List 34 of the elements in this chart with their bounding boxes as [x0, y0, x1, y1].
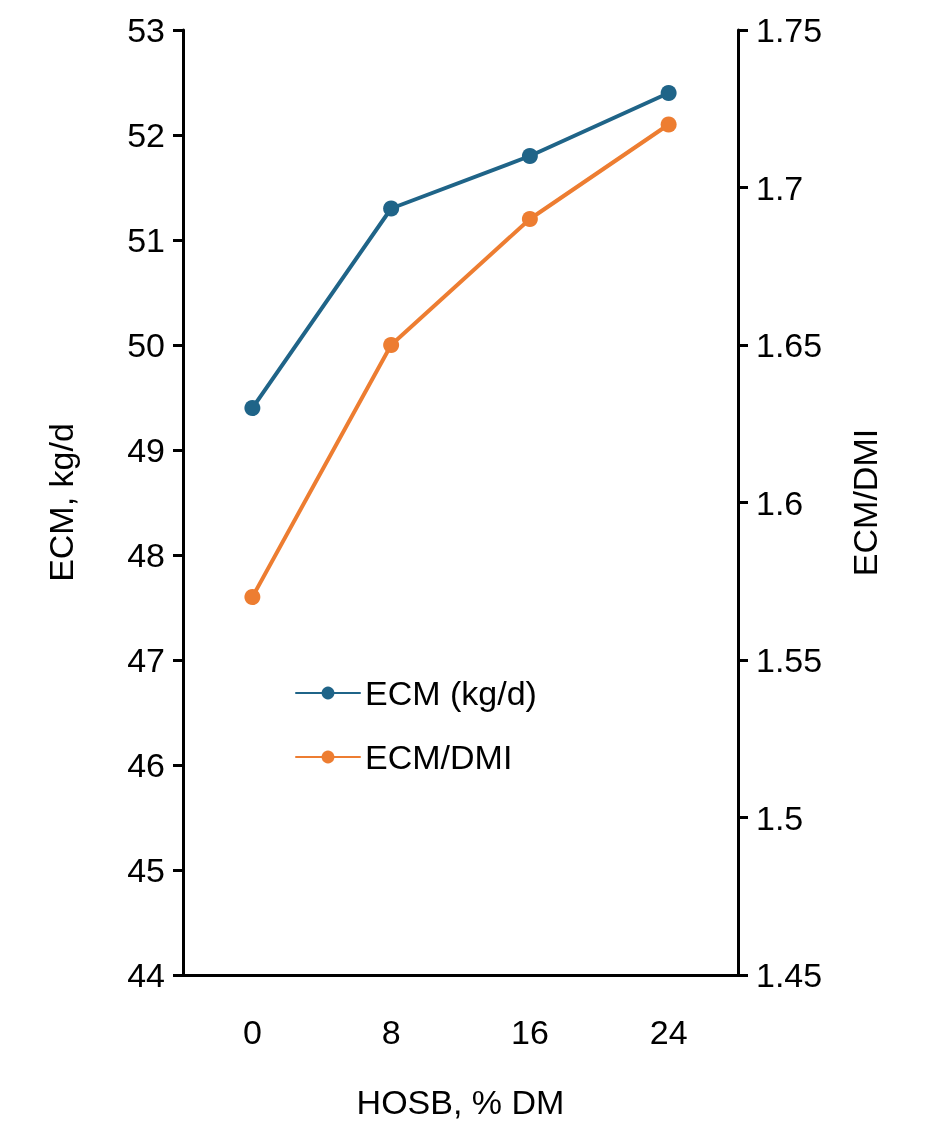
point: [660, 85, 677, 101]
y-tick-label: 46: [127, 746, 165, 784]
x-tick-label: 24: [649, 1013, 688, 1051]
x-axis-title: HOSB, % DM: [356, 1083, 565, 1121]
y2-tick-label: 1.7: [756, 168, 804, 207]
point: [521, 211, 538, 227]
y2-tick-label: 1.65: [756, 326, 823, 364]
point: [383, 337, 400, 353]
y-tick-label: 52: [127, 116, 165, 154]
y-tick-label: 45: [127, 851, 165, 889]
y2-tick-label: 1.45: [756, 956, 823, 994]
y-tick-label: 44: [127, 956, 165, 994]
point: [660, 116, 677, 133]
x-tick-label: 8: [381, 1013, 401, 1051]
point: [521, 148, 538, 164]
point: [383, 200, 400, 217]
x-tick-label: 0: [242, 1013, 262, 1051]
point: [244, 589, 261, 605]
y2-tick-label: 1.6: [756, 483, 804, 522]
y-tick-label: 49: [127, 431, 165, 469]
legend-label: ECM (kg/d): [365, 674, 537, 712]
y-axis-title: ECM, kg/d: [42, 423, 80, 582]
y2-tick-label: 1.5: [756, 798, 804, 837]
y2-tick-label: 1.75: [756, 11, 823, 49]
y2-tick-label: 1.55: [756, 641, 823, 679]
y-tick-label: 50: [127, 326, 165, 364]
legend-label: ECM/DMI: [365, 738, 513, 776]
point: [244, 400, 261, 416]
y-tick-label: 51: [127, 221, 165, 259]
y-tick-label: 47: [127, 641, 165, 679]
y-tick-label: 53: [127, 11, 165, 49]
y2-axis-title: ECM/DMI: [846, 428, 884, 577]
x-tick-label: 16: [510, 1013, 549, 1051]
y-tick-label: 48: [127, 536, 165, 574]
